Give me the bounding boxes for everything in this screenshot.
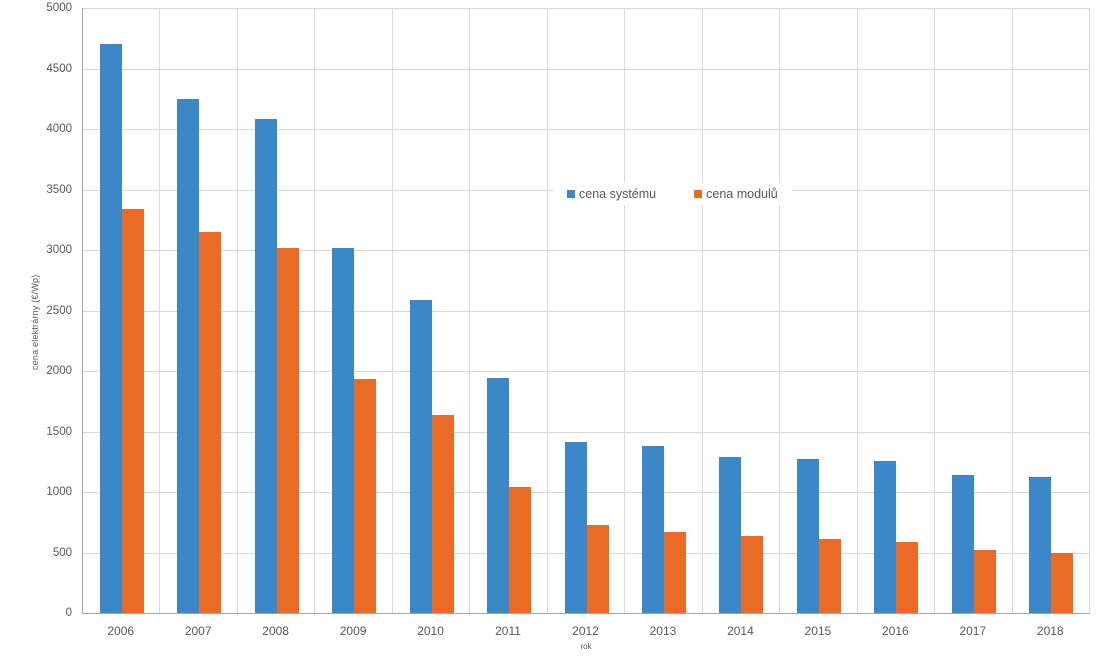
y-tick-label: 4000 <box>46 123 72 135</box>
vertical-gridline <box>546 8 548 613</box>
legend-item-modules: cena modulů <box>694 187 778 201</box>
horizontal-gridline <box>83 8 1090 9</box>
legend-swatch-icon <box>567 190 575 198</box>
bar-modules-2015 <box>818 539 841 613</box>
legend: cena systému cena modulů <box>553 183 792 205</box>
vertical-gridline <box>391 8 393 613</box>
y-tick-label: 0 <box>65 607 72 619</box>
vertical-gridline <box>236 8 238 613</box>
vertical-gridline <box>314 8 316 613</box>
y-tick-label: 3000 <box>46 244 72 256</box>
x-tick-label: 2011 <box>495 624 521 638</box>
vertical-gridline <box>1011 8 1013 613</box>
x-tick-label: 2012 <box>572 624 599 638</box>
legend-item-system: cena systému <box>567 187 656 201</box>
x-tick-label: 2010 <box>417 624 444 638</box>
vertical-gridline <box>934 8 936 613</box>
vertical-gridline <box>159 8 161 613</box>
bar-system-2012 <box>564 442 587 613</box>
plot-area <box>82 8 1090 614</box>
bar-modules-2012 <box>586 524 609 613</box>
horizontal-gridline <box>83 431 1090 433</box>
bar-modules-2009 <box>354 379 377 613</box>
vertical-gridline <box>856 8 858 613</box>
y-tick-label: 3500 <box>46 183 72 196</box>
y-tick-label: 1500 <box>46 425 72 438</box>
y-tick-label: 2000 <box>46 365 72 377</box>
legend-label: cena modulů <box>706 187 778 201</box>
bar-system-2011 <box>487 378 510 613</box>
bar-modules-2013 <box>663 531 686 613</box>
bar-modules-2007 <box>199 231 222 613</box>
bar-system-2018 <box>1029 477 1052 613</box>
horizontal-gridline <box>83 129 1090 130</box>
bar-system-2016 <box>874 460 897 613</box>
legend-label: cena systému <box>579 187 657 201</box>
y-tick-label: 500 <box>52 546 72 559</box>
bar-system-2008 <box>254 119 277 613</box>
x-axis-title: rok <box>580 642 592 651</box>
x-tick-label: 2007 <box>184 624 212 638</box>
bar-system-2007 <box>177 98 200 613</box>
horizontal-gridline <box>83 371 1090 372</box>
horizontal-gridline <box>83 492 1090 493</box>
vertical-gridline <box>624 8 626 613</box>
vertical-gridline <box>701 8 703 613</box>
x-tick-label: 2016 <box>881 624 909 638</box>
bar-system-2013 <box>641 446 664 613</box>
vertical-gridline <box>469 8 471 613</box>
legend-swatch-icon <box>694 190 703 198</box>
y-tick-label: 2500 <box>46 304 72 317</box>
bar-system-2010 <box>409 299 432 613</box>
x-tick-label: 2014 <box>727 624 754 638</box>
horizontal-gridline <box>83 68 1090 70</box>
y-tick-label: 4500 <box>46 62 72 75</box>
vertical-gridline <box>1089 8 1090 613</box>
x-tick-label: 2017 <box>959 624 987 638</box>
x-tick-label: 2013 <box>649 624 677 638</box>
bar-system-2006 <box>99 44 122 613</box>
bar-modules-2006 <box>121 208 144 613</box>
bar-modules-2017 <box>973 550 996 613</box>
bar-modules-2011 <box>509 487 532 613</box>
x-tick-label: 2008 <box>262 624 289 638</box>
bar-system-2009 <box>332 247 355 613</box>
y-tick-label: 5000 <box>46 2 72 14</box>
x-tick-label: 2009 <box>339 624 367 638</box>
bar-modules-2014 <box>741 536 764 613</box>
bar-modules-2016 <box>896 541 919 613</box>
y-tick-label: 1000 <box>46 486 72 498</box>
x-tick-label: 2006 <box>107 624 135 638</box>
x-tick-label: 2018 <box>1036 624 1064 638</box>
bar-system-2015 <box>796 459 819 613</box>
horizontal-gridline <box>83 250 1090 251</box>
bar-modules-2010 <box>431 414 454 613</box>
bar-modules-2018 <box>1051 552 1074 613</box>
y-axis-title: cena elektrárny (€/Wp) <box>30 274 40 370</box>
vertical-gridline <box>779 8 781 613</box>
bar-modules-2008 <box>276 247 299 613</box>
bar-system-2017 <box>951 475 974 613</box>
horizontal-gridline <box>83 310 1090 312</box>
x-tick-label: 2015 <box>804 624 832 638</box>
bar-system-2014 <box>719 456 742 613</box>
